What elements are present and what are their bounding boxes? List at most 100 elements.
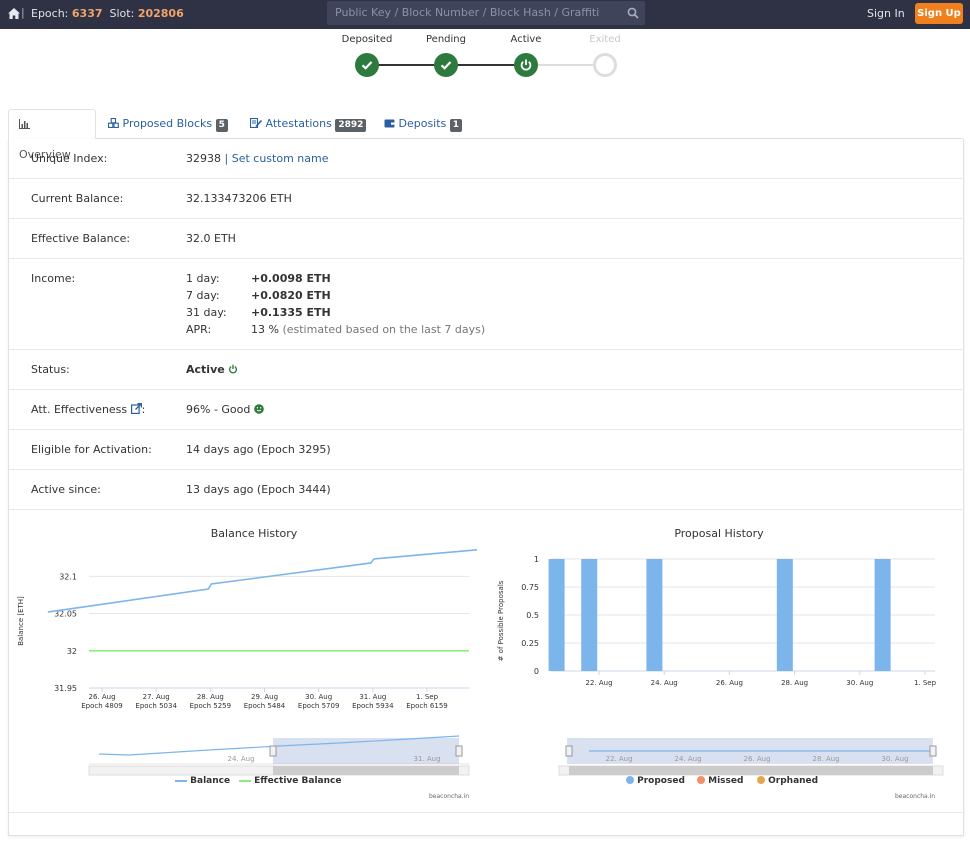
att-effectiveness-field: 96% - Good	[186, 403, 264, 416]
balance-y-tick-label: 32.1	[59, 572, 77, 581]
set-custom-name-link[interactable]: Set custom name	[231, 152, 329, 165]
balance-x-tick-date: 27. Aug	[143, 693, 170, 701]
proposal-y-tick-label: 1	[534, 555, 539, 564]
proposal-history-chart[interactable]: # of Possible Proposals 1 0.75 0.5 0.25 0 22. …	[489, 542, 959, 802]
proposal-x-tick-label: 22. Aug	[585, 679, 612, 687]
proposal-x-tick-label: 24. Aug	[651, 679, 678, 687]
balance-x-tick-date: 29. Aug	[251, 693, 278, 701]
chart-icon	[19, 119, 30, 129]
step-deposited-check-icon	[355, 53, 379, 77]
proposal-navigator-label: 24. Aug	[674, 755, 701, 763]
epoch-slot-info: Epoch: 6337 Slot: 202806	[31, 7, 184, 20]
legend-missed[interactable]: Missed	[697, 776, 743, 786]
proposal-x-tick-label: 1. Sep	[914, 679, 937, 687]
tab-proposed-blocks-label: Proposed Blocks	[122, 117, 213, 130]
step-label-exited: Exited	[589, 34, 621, 45]
balance-x-tick-epoch: Epoch 4809	[81, 702, 122, 710]
row-income: Income: 1 day: +0.0098 ETH 7 day: +0.082…	[9, 259, 963, 350]
active-since-value: 13 days ago (Epoch 3444)	[186, 483, 331, 496]
balance-x-tick-date: 31. Aug	[359, 693, 386, 701]
attestations-count-badge: 2892	[335, 119, 367, 132]
proposal-navigator-label: 30. Aug	[881, 755, 908, 763]
top-navbar: | Epoch: 6337 Slot: 202806 Public Key / …	[0, 0, 970, 29]
legend-missed-swatch	[697, 776, 705, 784]
row-status: Status: Active	[9, 350, 963, 390]
att-effectiveness-value: 96% - Good	[186, 403, 251, 416]
proposal-chart-credit[interactable]: beaconcha.in	[895, 793, 936, 800]
proposal-history-title: Proposal History	[674, 527, 764, 540]
balance-x-tick-epoch: Epoch 5934	[352, 702, 394, 710]
balance-x-tick-date: 1. Sep	[416, 693, 439, 701]
legend-proposed[interactable]: Proposed	[626, 776, 685, 786]
tab-overview[interactable]: Overview	[8, 109, 96, 161]
external-link-icon[interactable]	[130, 403, 142, 414]
balance-navigator-label: 31. Aug	[413, 755, 440, 763]
step-connector	[457, 64, 515, 66]
apr-field: 13 % (estimated based on the last 7 days…	[251, 323, 485, 336]
status-value: Active	[186, 363, 225, 376]
balance-navigator-handle-right	[455, 745, 463, 757]
legend-balance-swatch	[175, 779, 187, 782]
balance-series-line	[47, 548, 478, 613]
att-colon: :	[141, 403, 146, 416]
balance-scrollbar-thumb	[273, 766, 459, 775]
balance-x-tick-date: 30. Aug	[305, 693, 332, 701]
effective-balance-label: Effective Balance:	[31, 232, 131, 245]
step-connector	[537, 64, 595, 66]
income-1d-period: 1 day:	[186, 272, 220, 285]
divider: |	[224, 152, 229, 165]
balance-x-tick-date: 26. Aug	[88, 693, 115, 701]
balance-x-tick-epoch: Epoch 5259	[190, 702, 231, 710]
step-exited-empty-icon	[593, 53, 617, 77]
search-placeholder: Public Key / Block Number / Block Hash /…	[335, 6, 600, 19]
proposed-blocks-count-badge: 5	[215, 119, 228, 132]
row-eligible-activation: Eligible for Activation: 14 days ago (Ep…	[9, 430, 963, 470]
overview-panel: Unique Index: 32938 | Set custom name Cu…	[8, 139, 964, 836]
income-7d-period: 7 day:	[186, 289, 220, 302]
step-connector	[378, 64, 436, 66]
legend-balance[interactable]: Balance	[175, 776, 230, 786]
effective-balance-value: 32.0 ETH	[186, 232, 236, 245]
deposits-count-badge: 1	[449, 119, 463, 132]
legend-orphaned[interactable]: Orphaned	[757, 776, 818, 786]
legend-missed-label: Missed	[708, 776, 744, 786]
current-balance-label: Current Balance:	[31, 192, 124, 205]
row-att-effectiveness: Att. Effectiveness : 96% - Good	[9, 390, 963, 430]
proposal-navigator-label: 26. Aug	[743, 755, 770, 763]
proposal-x-tick-label: 26. Aug	[716, 679, 743, 687]
apr-value: 13 %	[251, 323, 279, 336]
proposal-bar	[646, 559, 663, 671]
balance-chart-credit[interactable]: beaconcha.in	[429, 793, 470, 800]
search-icon[interactable]	[627, 7, 639, 19]
proposal-x-tick-label: 30. Aug	[846, 679, 873, 687]
row-active-since: Active since: 13 days ago (Epoch 3444)	[9, 470, 963, 510]
search-input[interactable]: Public Key / Block Number / Block Hash /…	[327, 1, 645, 25]
sign-up-button[interactable]: Sign Up	[915, 3, 963, 24]
slot-value: 202806	[137, 7, 184, 20]
proposal-bar	[548, 559, 565, 671]
proposal-y-tick-label: 0.5	[526, 611, 539, 620]
proposal-y-tick-label: 0.75	[521, 583, 539, 592]
legend-effective-balance[interactable]: Effective Balance	[239, 776, 341, 786]
home-icon[interactable]	[8, 8, 20, 20]
balance-x-tick-epoch: Epoch 5034	[135, 702, 177, 710]
apr-label: APR:	[186, 323, 212, 336]
legend-proposed-label: Proposed	[637, 776, 685, 786]
unique-index-field: 32938 | Set custom name	[186, 152, 328, 165]
income-label: Income:	[31, 272, 76, 285]
proposal-x-tick-label: 28. Aug	[781, 679, 808, 687]
proposal-y-tick-label: 0	[534, 667, 539, 676]
proposal-navigator-label: 22. Aug	[605, 755, 632, 763]
tab-deposits[interactable]: Deposits 1	[374, 109, 472, 139]
unique-index-label: Unique Index:	[31, 152, 108, 165]
tab-proposed-blocks[interactable]: Proposed Blocks 5	[98, 109, 238, 139]
current-balance-value: 32.133473206 ETH	[186, 192, 292, 205]
status-field: Active	[186, 363, 238, 376]
balance-y-tick-label: 32	[67, 647, 77, 656]
balance-navigator-series	[98, 735, 460, 756]
tab-attestations[interactable]: Attestations 2892	[240, 109, 376, 139]
row-current-balance: Current Balance: 32.133473206 ETH	[9, 179, 963, 219]
unique-index-value: 32938	[186, 152, 221, 165]
sign-in-link[interactable]: Sign In	[867, 7, 905, 20]
